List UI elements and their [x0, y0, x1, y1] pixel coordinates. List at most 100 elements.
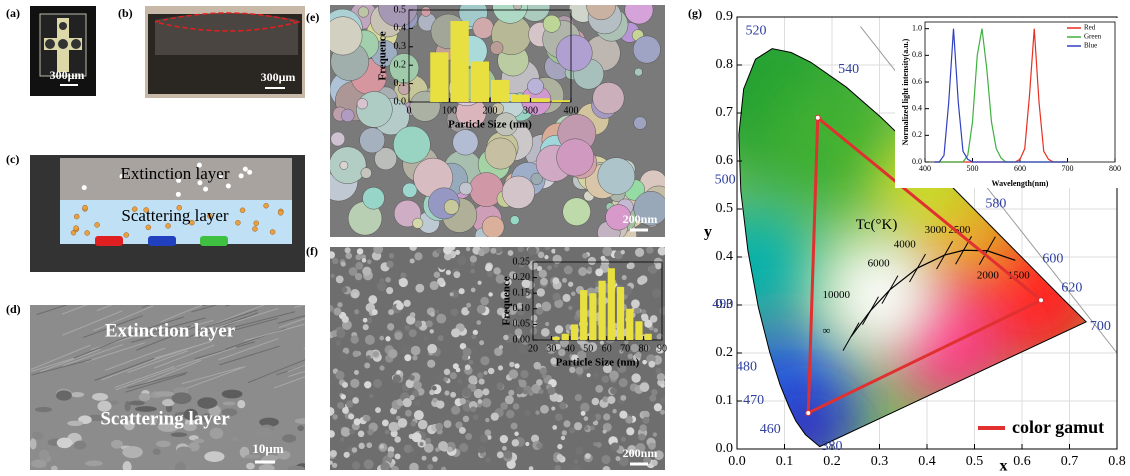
particle [415, 284, 424, 293]
particle [451, 328, 460, 337]
particle [479, 379, 485, 385]
particle [444, 200, 459, 215]
gamut-vertex [1039, 298, 1044, 303]
particle [621, 250, 625, 254]
x-tick-label: 70 [620, 343, 630, 354]
y-tick-label: 0.2 [394, 59, 407, 70]
texture [282, 434, 296, 442]
particle [538, 252, 545, 259]
particle [430, 312, 435, 317]
particle [528, 246, 537, 255]
particle [612, 409, 616, 413]
y-tick-label: 0.0 [716, 441, 734, 456]
particle [539, 270, 547, 278]
wavelength-label: 520 [746, 24, 767, 39]
texture [154, 391, 174, 397]
encapsulant [155, 13, 298, 55]
particle [487, 271, 493, 277]
particle [601, 455, 610, 464]
particle [631, 299, 640, 308]
particle [436, 374, 445, 383]
particle [551, 406, 555, 410]
particle [427, 344, 437, 354]
y-tick-label: 0.4 [912, 103, 922, 112]
particle [513, 1, 521, 9]
particle [457, 379, 462, 384]
wavelength-label: 380 [822, 439, 843, 454]
texture [129, 401, 145, 406]
particle [620, 395, 626, 401]
particle [520, 370, 528, 378]
particle [331, 132, 345, 146]
texture [210, 428, 224, 439]
particle [634, 117, 647, 130]
x-axis-label: Particle Size (nm) [448, 119, 532, 131]
y-tick-label: 0.4 [394, 23, 407, 34]
chip-green [200, 236, 228, 246]
particle [530, 328, 537, 335]
particle [379, 365, 384, 370]
particle [539, 389, 544, 394]
particle [654, 403, 662, 411]
particle [490, 248, 496, 254]
particle [544, 255, 548, 259]
particle [578, 267, 587, 276]
particle [580, 403, 590, 413]
particle [411, 346, 421, 356]
particle [508, 390, 514, 396]
particle [394, 332, 402, 340]
particle [512, 439, 519, 446]
particle [412, 355, 417, 360]
particle [457, 256, 466, 265]
temperature-label: ∞ [823, 325, 831, 337]
y-tick-label: 0.4 [716, 249, 734, 264]
particle [434, 272, 440, 278]
particle [410, 448, 414, 452]
x-tick-label: 80 [639, 343, 649, 354]
particle [358, 7, 369, 18]
particle [387, 451, 394, 458]
planck-title: Tc(°K) [856, 217, 898, 233]
particle [254, 221, 259, 226]
particle [496, 383, 503, 390]
particle [649, 420, 657, 428]
particle [412, 432, 422, 442]
particle [420, 442, 424, 446]
chip-dot [71, 39, 81, 49]
particle [572, 464, 577, 469]
particle [391, 466, 399, 474]
particle [367, 429, 373, 435]
particle [342, 287, 348, 293]
particle [401, 345, 411, 355]
particle [555, 325, 563, 333]
particle [540, 278, 548, 286]
particle [648, 361, 655, 368]
particle [571, 292, 575, 296]
particle [367, 260, 371, 264]
particle [471, 262, 475, 266]
x-tick-label: 800 [1109, 164, 1121, 173]
particle [385, 430, 390, 435]
particle [354, 418, 361, 425]
x-tick-label: 40 [565, 343, 575, 354]
particle [363, 324, 369, 330]
panel-label: (e) [306, 10, 319, 24]
particle [421, 7, 431, 17]
particle [660, 410, 665, 415]
particle [638, 433, 645, 440]
particle [505, 395, 514, 404]
particle [468, 375, 477, 384]
particle [574, 460, 578, 464]
particle [557, 444, 562, 449]
particle [473, 18, 494, 39]
particle [514, 363, 519, 368]
particle [362, 267, 371, 276]
particle [366, 442, 372, 448]
particle [582, 253, 588, 259]
particle [348, 413, 354, 419]
particle [340, 161, 348, 169]
bar [645, 334, 652, 340]
particle [252, 226, 257, 231]
particle [410, 312, 415, 317]
particle [347, 388, 355, 396]
